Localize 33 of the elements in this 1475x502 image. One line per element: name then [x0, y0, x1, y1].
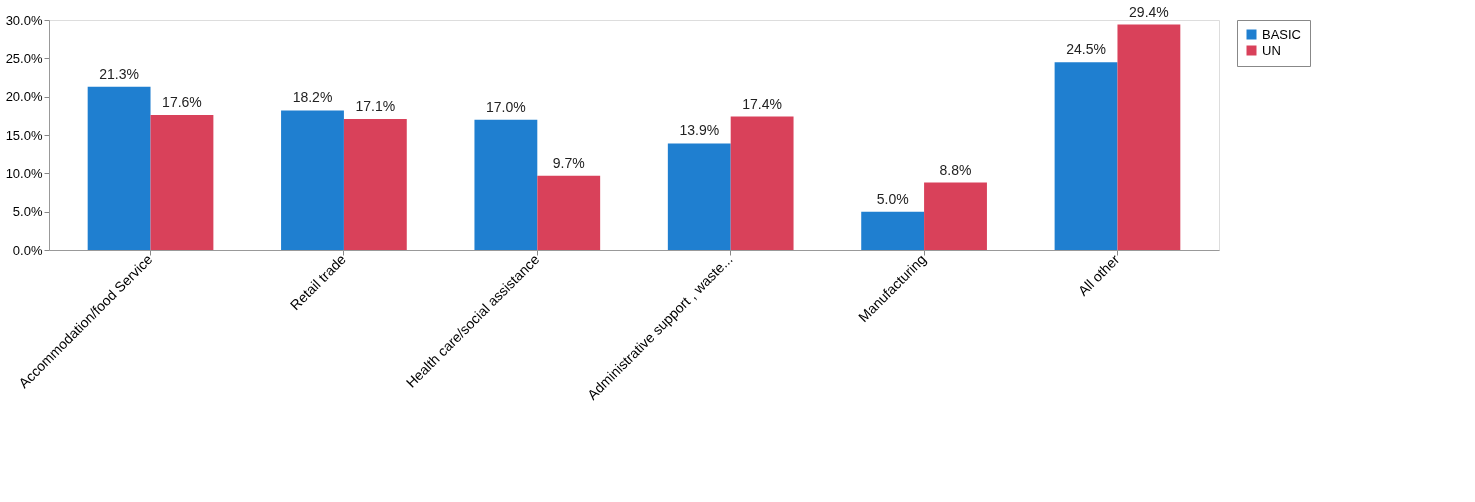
y-tick-label: 30.0%: [5, 12, 43, 28]
data-label: 5.0%: [876, 190, 909, 207]
data-label: 21.3%: [99, 65, 139, 82]
y-tick-label: 5.0%: [12, 204, 43, 220]
data-label: 24.5%: [1066, 41, 1106, 58]
bar: [730, 116, 794, 250]
bar: [1117, 24, 1181, 250]
bar: [667, 143, 731, 250]
data-label: 8.8%: [939, 161, 972, 178]
legend-label: UN: [1262, 42, 1281, 58]
data-label: 18.2%: [292, 89, 333, 106]
bar: [474, 119, 538, 250]
y-tick-label: 0.0%: [12, 242, 43, 258]
y-tick-label: 10.0%: [5, 165, 43, 181]
data-label: 13.9%: [679, 122, 720, 139]
bar: [861, 211, 925, 250]
legend-label: BASIC: [1262, 26, 1302, 42]
data-label: 29.4%: [1129, 3, 1169, 20]
y-tick-label: 20.0%: [5, 89, 43, 105]
y-tick-label: 25.0%: [5, 50, 43, 66]
data-label: 17.0%: [486, 98, 526, 115]
data-label: 17.6%: [162, 94, 202, 111]
y-tick-label: 15.0%: [5, 127, 43, 143]
bar: [150, 115, 214, 250]
bar: [537, 175, 601, 250]
bar: [87, 86, 151, 250]
bar: [1054, 62, 1118, 250]
data-label: 17.1%: [355, 97, 396, 114]
data-label: 9.7%: [552, 154, 585, 171]
data-label: 17.4%: [742, 95, 782, 112]
bar: [924, 182, 987, 250]
bar: [281, 110, 344, 250]
bar: [343, 118, 407, 250]
